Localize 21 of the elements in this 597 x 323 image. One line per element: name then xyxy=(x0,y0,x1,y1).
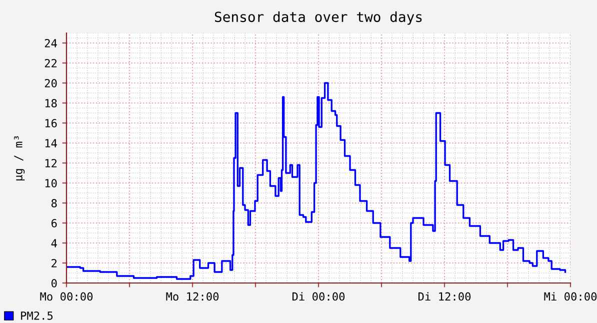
y-tick-label: 20 xyxy=(44,79,57,88)
y-tick-label: 8 xyxy=(51,199,57,208)
y-tick-label: 24 xyxy=(44,39,57,48)
y-tick-label: 14 xyxy=(45,139,57,148)
x-tick-label: Di 12:00 xyxy=(418,292,471,301)
legend-label: PM2.5 xyxy=(21,311,53,320)
y-tick-label: 2 xyxy=(52,259,57,268)
y-tick-label: 18 xyxy=(45,99,57,108)
y-tick-label: 12 xyxy=(45,159,57,168)
y-axis-title: µg / m³ xyxy=(14,136,25,180)
y-tick-label: 4 xyxy=(51,239,57,248)
y-tick-label: 6 xyxy=(52,219,57,228)
x-tick-label: Di 00:00 xyxy=(292,292,345,301)
y-tick-label: 22 xyxy=(44,59,57,68)
x-tick-label: Mo 12:00 xyxy=(166,292,219,301)
x-tick-label: Mo 00:00 xyxy=(40,292,93,301)
y-tick-label: 16 xyxy=(45,119,57,128)
chart-title: Sensor data over two days xyxy=(214,11,422,25)
y-tick-label: 10 xyxy=(45,179,57,188)
x-tick-label: Mi 00:00 xyxy=(544,292,597,301)
y-tick-label: 0 xyxy=(52,279,57,288)
